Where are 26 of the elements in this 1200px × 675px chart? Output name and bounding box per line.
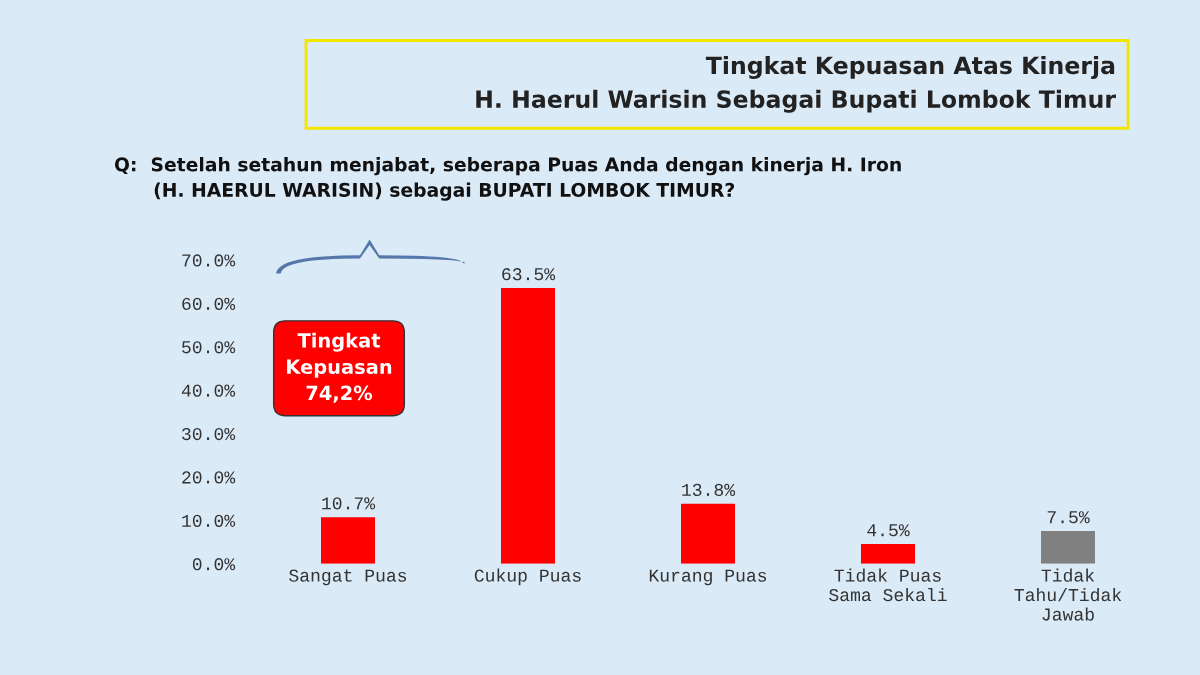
data-label: 4.5%	[867, 524, 910, 537]
bar	[501, 288, 555, 564]
x-tick-label: Cukup Puas	[474, 568, 581, 586]
bar	[861, 544, 915, 564]
y-tick-label: 10.0%	[182, 514, 236, 527]
bar	[1041, 531, 1095, 564]
y-tick-label: 20.0%	[182, 471, 236, 484]
bar	[681, 503, 735, 564]
y-tick-label: 50.0%	[182, 341, 236, 354]
data-label: 10.7%	[322, 497, 376, 510]
annotation: Tingkat Kepuasan 74,2%	[287, 332, 392, 403]
chart-title: Tingkat Kepuasan Atas Kinerja H. Haerul Warisin Sebagai Bupati Lombok Timur	[476, 55, 1116, 113]
bar	[321, 517, 375, 564]
x-tick-label: Sangat Puas	[289, 569, 407, 586]
data-label: 13.8%	[682, 483, 736, 497]
y-tick-label: 0.0%	[192, 558, 236, 571]
y-tick-label: 60.0%	[182, 297, 236, 310]
x-tick-label: Tidak Tahu/Tidak Jawab	[1014, 568, 1122, 621]
y-tick-label: 70.0%	[182, 254, 236, 267]
y-tick-label: 40.0%	[181, 384, 236, 397]
y-tick-label: 30.0%	[182, 427, 236, 441]
data-label: 7.5%	[1047, 511, 1090, 524]
chart-subtitle: Q: Setelah setahun menjabat, seberapa Puas Anda dengan kinerja H. Iron (H. HAERUL WARISIN) sebagai BUPATI LOMBOK TIMUR?	[114, 157, 901, 201]
x-tick-label: Kurang Puas	[649, 569, 767, 586]
x-tick-label: Tidak Puas Sama Sekali	[829, 568, 947, 602]
data-label: 63.5%	[502, 268, 556, 281]
